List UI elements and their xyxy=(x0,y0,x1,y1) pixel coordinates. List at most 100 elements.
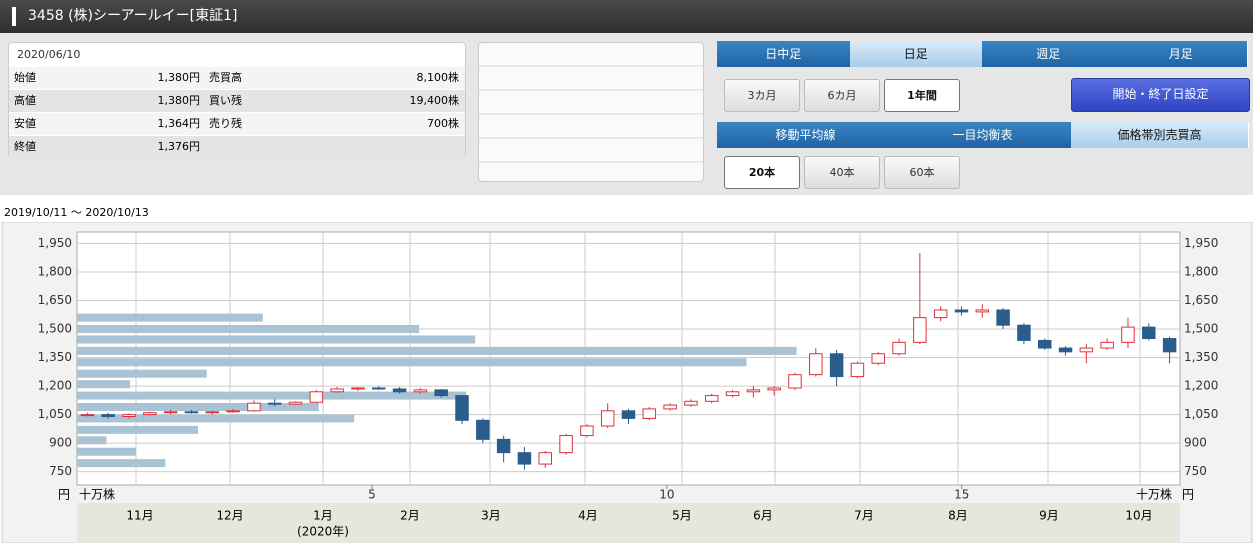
y2-tick-label: 1,200 xyxy=(1184,379,1218,393)
period-tab[interactable]: 週足 xyxy=(982,41,1116,67)
info-label: 買い残 xyxy=(209,94,242,107)
info-row: 始値 1,380円 売買高 8,100株 xyxy=(9,67,465,89)
y2-tick-label: 900 xyxy=(1184,436,1207,450)
info-label: 売買高 xyxy=(209,71,242,84)
candle-body xyxy=(413,389,428,393)
y-tick-label: 1,500 xyxy=(38,322,72,336)
month-label: 10月 xyxy=(1125,509,1152,523)
info-value: 1,364円 xyxy=(157,117,201,130)
volume-profile-bar xyxy=(77,325,420,334)
month-label: 11月 xyxy=(126,509,153,523)
info-date: 2020/06/10 xyxy=(17,48,81,61)
candle-body xyxy=(1037,339,1052,349)
chart: 750 750 900 900 1,050 1,050 1,200 1,200 1,350 1,3… xyxy=(1,222,1253,543)
period-tab[interactable]: 日中足 xyxy=(717,41,851,67)
volume-profile-bar xyxy=(77,403,319,412)
indicator-tab[interactable]: 一目均衡表 xyxy=(894,122,1072,148)
candle-body xyxy=(933,309,948,319)
candle-body xyxy=(517,452,532,465)
bars-button[interactable]: 20本 xyxy=(724,156,800,189)
y-tick-label: 1,950 xyxy=(38,236,72,250)
y2-tick-label: 1,950 xyxy=(1184,236,1218,250)
candle-body xyxy=(725,391,740,397)
candle-body xyxy=(538,452,552,465)
candle-body xyxy=(1017,324,1031,341)
month-label: 2月 xyxy=(400,509,420,523)
volume-profile-bar xyxy=(77,459,166,468)
candle-body xyxy=(184,411,199,414)
candle-body xyxy=(309,391,324,403)
volume-unit: 十万株 xyxy=(79,487,115,502)
month-label: 4月 xyxy=(578,509,598,523)
volume-profile-bar xyxy=(77,346,797,355)
y-tick-label: 1,650 xyxy=(38,293,72,307)
month-band xyxy=(77,503,1180,543)
candle-body xyxy=(1121,326,1135,343)
bars-button[interactable]: 60本 xyxy=(884,156,960,189)
candle-body xyxy=(684,400,698,406)
info-label: 高値 xyxy=(14,94,36,107)
period-tab[interactable]: 月足 xyxy=(1114,41,1248,67)
indicator-tab[interactable]: 価格帯別売買高 xyxy=(1071,122,1249,148)
info-box: 2020/06/10 始値 1,380円 売買高 8,100株 高値 1,380円 買い残 1… xyxy=(8,42,466,158)
month-label: 5月 xyxy=(672,509,692,523)
candle-body xyxy=(954,309,969,313)
range-button[interactable]: 3カ月 xyxy=(724,79,800,112)
info-label: 売り残 xyxy=(209,117,242,130)
volume-profile-bar xyxy=(77,358,747,367)
candle-body xyxy=(288,401,303,405)
y2-tick-label: 1,050 xyxy=(1184,407,1218,421)
price-unit: 円 xyxy=(58,488,70,502)
candle-body xyxy=(101,414,115,418)
candle-body xyxy=(871,353,885,364)
date-range: 2019/10/11 〜 2020/10/13 xyxy=(4,206,149,219)
range-button[interactable]: 1年間 xyxy=(884,79,960,112)
info-label: 始値 xyxy=(14,71,36,84)
candle-body xyxy=(80,414,95,417)
candle-body xyxy=(892,341,906,355)
y2-tick-label: 1,350 xyxy=(1184,350,1218,364)
date-setting-button[interactable]: 開始・終了日設定 xyxy=(1071,78,1250,112)
candle-body xyxy=(143,412,157,416)
month-label: 8月 xyxy=(948,509,968,523)
y-tick-label: 1,800 xyxy=(38,264,72,278)
x-tick-label: 15 xyxy=(954,488,969,502)
month-label: 9月 xyxy=(1039,509,1059,523)
candle-body xyxy=(247,402,261,412)
volume-profile-bar xyxy=(77,414,355,423)
info-label: 安値 xyxy=(14,117,36,130)
range-button[interactable]: 6カ月 xyxy=(804,79,880,112)
info-row: 終値 1,376円 xyxy=(9,136,465,158)
volume-profile-bar xyxy=(77,380,131,389)
candle-body xyxy=(267,402,282,405)
blank-box xyxy=(478,42,704,182)
info-value: 8,100株 xyxy=(416,71,460,84)
candle-body xyxy=(767,387,781,391)
info-label: 終値 xyxy=(14,140,36,153)
price-unit: 円 xyxy=(1182,488,1194,502)
month-label: 3月 xyxy=(481,509,501,523)
y2-tick-label: 750 xyxy=(1184,464,1207,478)
x-tick-label: 10 xyxy=(659,488,674,502)
y-tick-label: 1,200 xyxy=(38,379,72,393)
period-tab[interactable]: 日足 xyxy=(849,41,983,67)
candle-body xyxy=(621,410,636,419)
candle-body xyxy=(913,317,927,343)
y-tick-label: 900 xyxy=(49,436,72,450)
bars-button[interactable]: 40本 xyxy=(804,156,880,189)
info-row: 安値 1,364円 売り残 700株 xyxy=(9,113,465,135)
info-value: 1,380円 xyxy=(157,94,201,107)
indicator-tab[interactable]: 移動平均線 xyxy=(717,122,895,148)
volume-profile-bar xyxy=(77,369,207,378)
candle-body xyxy=(163,411,178,414)
y2-tick-label: 1,800 xyxy=(1184,264,1218,278)
candle-body xyxy=(1100,341,1114,349)
y-tick-label: 1,050 xyxy=(38,407,72,421)
candle-body xyxy=(1058,347,1073,353)
candle-body xyxy=(559,435,573,454)
info-row: 高値 1,380円 買い残 19,400株 xyxy=(9,90,465,112)
candle-body xyxy=(996,309,1010,326)
candle-body xyxy=(746,389,761,393)
candle-body xyxy=(809,353,823,376)
